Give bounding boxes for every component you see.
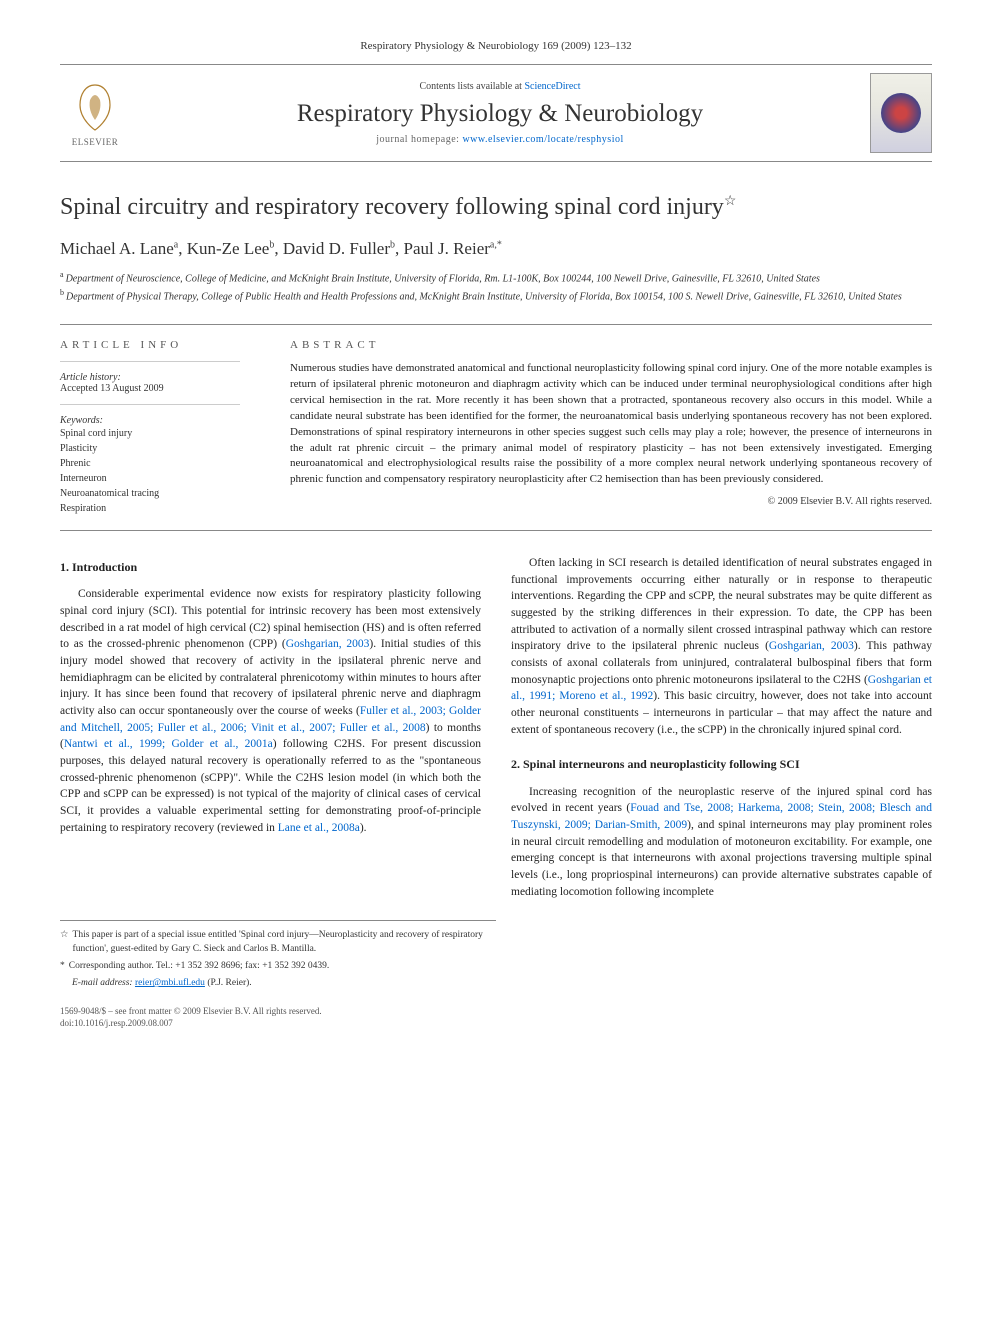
right-column: Often lacking in SCI research is detaile… <box>511 555 932 900</box>
email-label: E-mail address: <box>72 978 133 988</box>
t: ). <box>360 822 367 834</box>
abstract-text: Numerous studies have demonstrated anato… <box>290 361 932 489</box>
keyword-3: Phrenic <box>60 456 260 471</box>
journal-title: Respiratory Physiology & Neurobiology <box>130 100 870 128</box>
contents-line: Contents lists available at ScienceDirec… <box>130 81 870 92</box>
info-divider-1 <box>60 361 240 362</box>
title-text: Spinal circuitry and respiratory recover… <box>60 194 724 220</box>
affil-a-text: Department of Neuroscience, College of M… <box>66 274 820 285</box>
intro-para-1: Considerable experimental evidence now e… <box>60 586 481 836</box>
footnote-corresponding: * Corresponding author. Tel.: +1 352 392… <box>60 960 496 973</box>
cite-goshgarian-2003b[interactable]: Goshgarian, 2003 <box>769 640 854 652</box>
info-abstract-row: ARTICLE INFO Article history: Accepted 1… <box>60 324 932 531</box>
corresponding-text: Corresponding author. Tel.: +1 352 392 8… <box>69 960 330 973</box>
footnotes-block: ☆ This paper is part of a special issue … <box>60 920 496 990</box>
article-title: Spinal circuitry and respiratory recover… <box>60 192 932 223</box>
s2-para-1: Increasing recognition of the neuroplast… <box>511 784 932 901</box>
author-2-sup: b <box>269 240 274 251</box>
title-star-note: ☆ <box>724 194 737 209</box>
footnote-email: E-mail address: reier@mbi.ufl.edu (P.J. … <box>72 977 496 990</box>
citation-header: Respiratory Physiology & Neurobiology 16… <box>60 40 932 52</box>
keywords-label: Keywords: <box>60 415 260 426</box>
abstract-copyright: © 2009 Elsevier B.V. All rights reserved… <box>290 496 932 507</box>
footer-block: 1569-9048/$ – see front matter © 2009 El… <box>60 1005 932 1030</box>
author-1-sup: a <box>174 240 178 251</box>
history-label: Article history: <box>60 372 260 383</box>
journal-center: Contents lists available at ScienceDirec… <box>130 81 870 145</box>
star-marker: ☆ <box>60 929 69 956</box>
author-4-sup: a,* <box>490 240 502 251</box>
cite-lane-2008a[interactable]: Lane et al., 2008a <box>278 822 360 834</box>
keyword-4: Interneuron <box>60 471 260 486</box>
email-link[interactable]: reier@mbi.ufl.edu <box>135 978 205 988</box>
affil-a-sup: a <box>60 270 64 279</box>
left-column: 1. Introduction Considerable experimenta… <box>60 555 481 900</box>
cite-nantwi-1999[interactable]: Nantwi et al., 1999; Golder et al., 2001… <box>64 738 273 750</box>
affil-b-sup: b <box>60 288 64 297</box>
homepage-prefix: journal homepage: <box>376 134 462 145</box>
asterisk-marker: * <box>60 960 65 973</box>
author-3-sup: b <box>390 240 395 251</box>
cite-goshgarian-2003[interactable]: Goshgarian, 2003 <box>286 638 370 650</box>
authors-line: Michael A. Lanea, Kun-Ze Leeb, David D. … <box>60 239 932 259</box>
abstract-heading: ABSTRACT <box>290 339 932 351</box>
author-2: Kun-Ze Lee <box>187 239 270 258</box>
keywords-list: Spinal cord injury Plasticity Phrenic In… <box>60 426 260 516</box>
journal-cover-thumbnail <box>870 73 932 153</box>
cover-graphic <box>881 93 921 133</box>
keyword-2: Plasticity <box>60 441 260 456</box>
affiliations-block: aDepartment of Neuroscience, College of … <box>60 269 932 304</box>
journal-header-box: ELSEVIER Contents lists available at Sci… <box>60 64 932 162</box>
email-suffix: (P.J. Reier). <box>207 978 251 988</box>
publisher-logo: ELSEVIER <box>60 73 130 153</box>
accepted-date: Accepted 13 August 2009 <box>60 383 260 394</box>
abstract-block: ABSTRACT Numerous studies have demonstra… <box>290 339 932 516</box>
homepage-link[interactable]: www.elsevier.com/locate/resphysiol <box>462 134 623 145</box>
t: Often lacking in SCI research is detaile… <box>511 557 932 652</box>
author-1: Michael A. Lane <box>60 239 174 258</box>
issn-line: 1569-9048/$ – see front matter © 2009 El… <box>60 1005 932 1018</box>
t: ) following C2HS. For present discussion… <box>60 738 481 833</box>
doi-line: doi:10.1016/j.resp.2009.08.007 <box>60 1017 932 1030</box>
footnote-star-text: This paper is part of a special issue en… <box>73 929 496 956</box>
info-divider-2 <box>60 404 240 405</box>
footnote-star: ☆ This paper is part of a special issue … <box>60 929 496 956</box>
keyword-6: Respiration <box>60 501 260 516</box>
keyword-1: Spinal cord injury <box>60 426 260 441</box>
intro-para-2: Often lacking in SCI research is detaile… <box>511 555 932 738</box>
author-4: Paul J. Reier <box>404 239 490 258</box>
affiliation-b: bDepartment of Physical Therapy, College… <box>60 287 932 304</box>
article-info-sidebar: ARTICLE INFO Article history: Accepted 1… <box>60 339 260 516</box>
homepage-line: journal homepage: www.elsevier.com/locat… <box>130 134 870 145</box>
contents-prefix: Contents lists available at <box>419 81 524 92</box>
section-2-heading: 2. Spinal interneurons and neuroplastici… <box>511 756 932 773</box>
sciencedirect-link[interactable]: ScienceDirect <box>524 81 580 92</box>
section-1-heading: 1. Introduction <box>60 559 481 576</box>
publisher-name: ELSEVIER <box>72 137 119 147</box>
keyword-5: Neuroanatomical tracing <box>60 486 260 501</box>
affiliation-a: aDepartment of Neuroscience, College of … <box>60 269 932 286</box>
author-3: David D. Fuller <box>283 239 390 258</box>
info-heading: ARTICLE INFO <box>60 339 260 351</box>
body-columns: 1. Introduction Considerable experimenta… <box>60 555 932 900</box>
affil-b-text: Department of Physical Therapy, College … <box>66 291 902 302</box>
